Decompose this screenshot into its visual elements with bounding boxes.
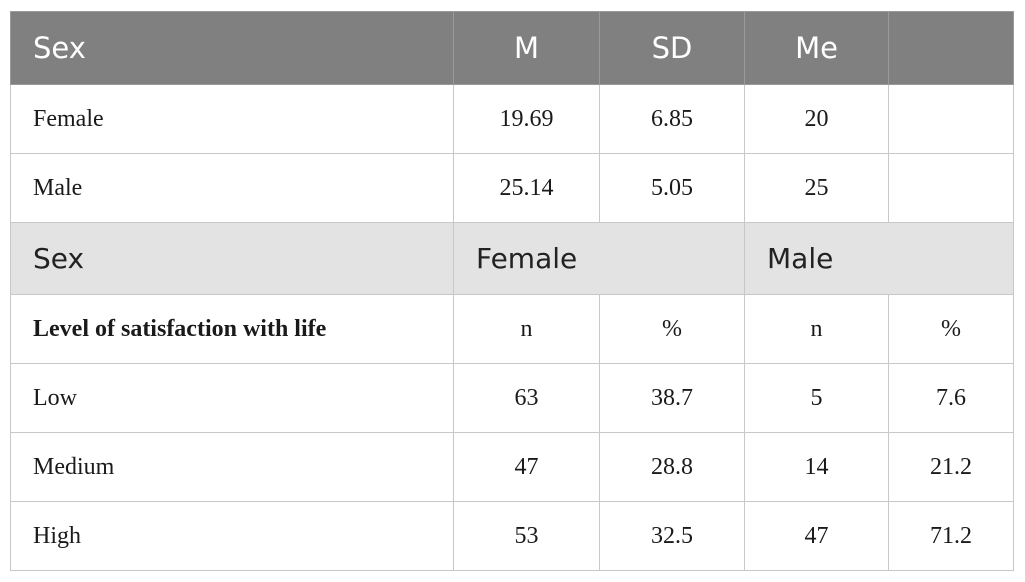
table-header-row: Sex M SD Me [10,11,1014,85]
cell-n-male: 5 [744,363,889,433]
cell-sd: 6.85 [599,84,745,154]
subheader-label: Level of satisfaction with life [10,294,454,364]
cell-n-female: 63 [453,363,600,433]
subheader-n-male: n [744,294,889,364]
row-label: Male [10,153,454,223]
row-label: Medium [10,432,454,502]
group-header-sex: Sex [10,222,454,295]
group-header-male: Male [744,222,1014,295]
cell-empty [888,84,1014,154]
cell-pct-female: 28.8 [599,432,745,502]
table-row: Male 25.14 5.05 25 [10,153,1014,223]
cell-pct-female: 38.7 [599,363,745,433]
table-row: Female 19.69 6.85 20 [10,84,1014,154]
cell-empty [888,153,1014,223]
table-subheader-row: Level of satisfaction with life n % n % [10,294,1014,364]
cell-median: 25 [744,153,889,223]
table-row: High 53 32.5 47 71.2 [10,501,1014,571]
cell-mean: 25.14 [453,153,600,223]
cell-pct-male: 7.6 [888,363,1014,433]
subheader-pct-female: % [599,294,745,364]
satisfaction-table: Sex M SD Me Female 19.69 6.85 20 Male 25… [10,11,1014,571]
row-label: High [10,501,454,571]
table-row: Medium 47 28.8 14 21.2 [10,432,1014,502]
cell-pct-male: 21.2 [888,432,1014,502]
cell-n-male: 47 [744,501,889,571]
row-label: Low [10,363,454,433]
header-empty [888,11,1014,85]
cell-mean: 19.69 [453,84,600,154]
cell-n-male: 14 [744,432,889,502]
cell-pct-male: 71.2 [888,501,1014,571]
subheader-n-female: n [453,294,600,364]
header-mean: M [453,11,600,85]
cell-pct-female: 32.5 [599,501,745,571]
cell-sd: 5.05 [599,153,745,223]
subheader-pct-male: % [888,294,1014,364]
cell-n-female: 47 [453,432,600,502]
header-sex: Sex [10,11,454,85]
table-row: Low 63 38.7 5 7.6 [10,363,1014,433]
cell-n-female: 53 [453,501,600,571]
header-median: Me [744,11,889,85]
group-header-female: Female [453,222,745,295]
cell-median: 20 [744,84,889,154]
row-label: Female [10,84,454,154]
table-group-header-row: Sex Female Male [10,222,1014,295]
header-sd: SD [599,11,745,85]
